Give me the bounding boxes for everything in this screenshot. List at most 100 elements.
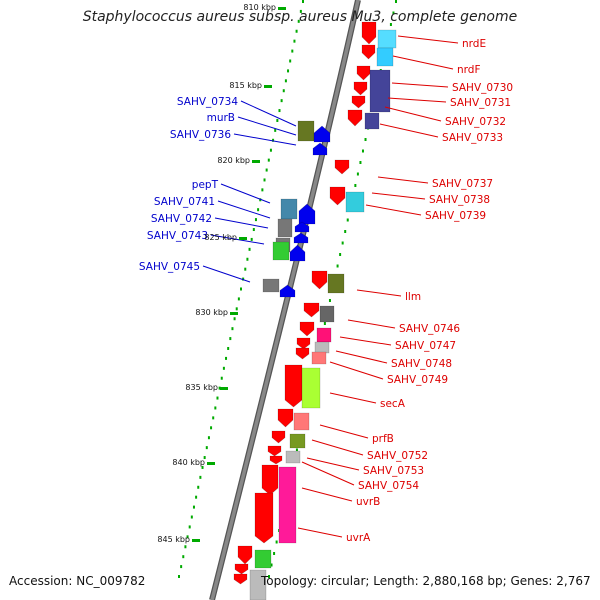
kbp-ticks: 810 kbp 815 kbp 820 kbp 825 kbp 830 kbp 835 k…	[157, 3, 286, 544]
gene-label-sahv-0733: SAHV_0733	[442, 132, 503, 144]
kbp-tick-label: 815 kbp	[229, 81, 262, 90]
leader-line-llm	[356, 289, 402, 297]
track-dot	[295, 448, 298, 452]
track-dot	[222, 366, 225, 370]
gene-glyph-secA	[284, 364, 303, 408]
gene-glyph-SAHV_0747	[299, 321, 315, 337]
gene-glyph-SAHV_0748	[296, 337, 311, 350]
gene-glyph-murB	[313, 125, 331, 143]
feature-track	[233, 21, 397, 600]
gene-glyph-SAHV_0752	[271, 430, 286, 444]
gene-glyph-bottom-2	[234, 563, 249, 575]
leader-line-prfb	[319, 424, 369, 439]
leader-line-nrdf	[392, 55, 454, 70]
gene-label-uvra: uvrA	[346, 532, 371, 544]
gene-glyph-bottom-3	[233, 573, 248, 585]
leader-line-sahv-0745	[202, 265, 251, 283]
track-dot	[267, 158, 270, 162]
track-dot	[214, 406, 217, 410]
track-dot	[199, 475, 202, 479]
track-dot	[207, 436, 210, 440]
map-title: Staphylococcus aureus subsp. aureus Mu3,…	[82, 9, 518, 25]
gene-label-sahv-0747: SAHV_0747	[395, 340, 456, 352]
track-dot	[225, 356, 228, 360]
gene-label-sahv-0754: SAHV_0754	[358, 480, 419, 492]
product-box-SAHV_0749	[311, 351, 327, 365]
gene-label-sahv-0752: SAHV_0752	[367, 450, 428, 462]
track-dot	[268, 575, 270, 578]
track-dot	[233, 317, 236, 321]
product-box-llm	[327, 273, 345, 294]
leader-line-murb	[237, 116, 297, 136]
kbp-tick-label: 830 kbp	[195, 308, 228, 317]
track-dot	[273, 552, 276, 555]
track-dot	[364, 138, 367, 141]
gene-label-nrde: nrdE	[462, 38, 486, 50]
product-box-SAHV_0752	[289, 433, 306, 449]
gene-label-sahv-0749: SAHV_0749	[387, 374, 448, 386]
track-dot	[257, 208, 260, 212]
label-leader-lines	[202, 35, 459, 538]
gene-glyph-SAHV_0753	[267, 445, 282, 457]
leader-line-uvra	[297, 527, 343, 538]
gene-label-sahv-0743: SAHV_0743	[147, 230, 208, 242]
track-dot	[299, 9, 302, 13]
leader-line-sahv-0738	[371, 192, 426, 200]
gene-label-sahv-0745: SAHV_0745	[139, 261, 200, 273]
gene-glyph-SAHV_0742	[293, 232, 309, 244]
track-dot	[252, 228, 255, 232]
track-dot	[354, 184, 357, 187]
gene-glyph-prfB	[277, 408, 294, 428]
gene-glyph-uvrB	[261, 464, 279, 496]
leader-line-sahv-0747	[339, 336, 392, 346]
product-box-SAHV_0746	[319, 305, 335, 323]
gene-label-llm: llm	[405, 291, 421, 303]
product-box-SAHV_0739	[345, 191, 365, 213]
kbp-tick-mark	[192, 539, 200, 542]
track-dot	[220, 376, 223, 380]
track-dot	[356, 172, 359, 176]
gene-glyph-bottom-1	[237, 545, 253, 565]
leader-line-sahv-0733	[379, 123, 439, 138]
track-dot	[184, 545, 187, 549]
kbp-tick-label: 845 kbp	[157, 535, 190, 544]
product-box-prfB	[293, 412, 310, 431]
track-dot	[254, 218, 257, 222]
gene-glyph-nrdE-cont	[361, 44, 376, 60]
genome-summary-text: Topology: circular; Length: 2,880,168 bp…	[261, 574, 591, 588]
track-dot	[341, 241, 344, 245]
kbp-tick-label: 825 kbp	[204, 233, 237, 242]
track-dot	[182, 555, 185, 559]
product-box-SAHV_0747	[316, 327, 332, 343]
leader-line-uvrb	[301, 487, 353, 502]
track-dot	[237, 297, 240, 301]
track-dot	[280, 99, 283, 103]
product-box-SAHV_0733	[364, 112, 380, 130]
track-dot	[272, 138, 275, 142]
track-dot	[276, 118, 279, 122]
track-dot	[205, 446, 208, 450]
track-dot	[261, 188, 264, 192]
gene-label-sahv-0739: SAHV_0739	[425, 210, 486, 222]
track-dot	[210, 426, 213, 430]
leader-line-sahv-0734	[240, 100, 297, 127]
track-dot	[293, 39, 296, 43]
track-dot	[244, 267, 247, 271]
gene-glyph-nrdF	[356, 65, 371, 81]
track-dot	[289, 59, 292, 63]
gene-label-sahv-0746: SAHV_0746	[399, 323, 460, 335]
track-dot	[231, 327, 234, 331]
track-dot	[395, 0, 397, 3]
product-box-SAHV_0742	[277, 218, 293, 238]
gene-glyph-SAHV_0732	[347, 109, 363, 127]
product-box-pepT	[280, 198, 298, 220]
product-box-bottom-1	[254, 549, 272, 569]
track-dot	[295, 29, 298, 33]
track-dot	[297, 19, 300, 23]
product-box-SAHV_0730	[369, 69, 391, 113]
product-box-SAHV_0743b	[272, 241, 290, 261]
track-dot	[197, 485, 200, 489]
leader-line-sahv-0746	[347, 319, 396, 329]
kbp-tick-mark	[207, 462, 215, 465]
